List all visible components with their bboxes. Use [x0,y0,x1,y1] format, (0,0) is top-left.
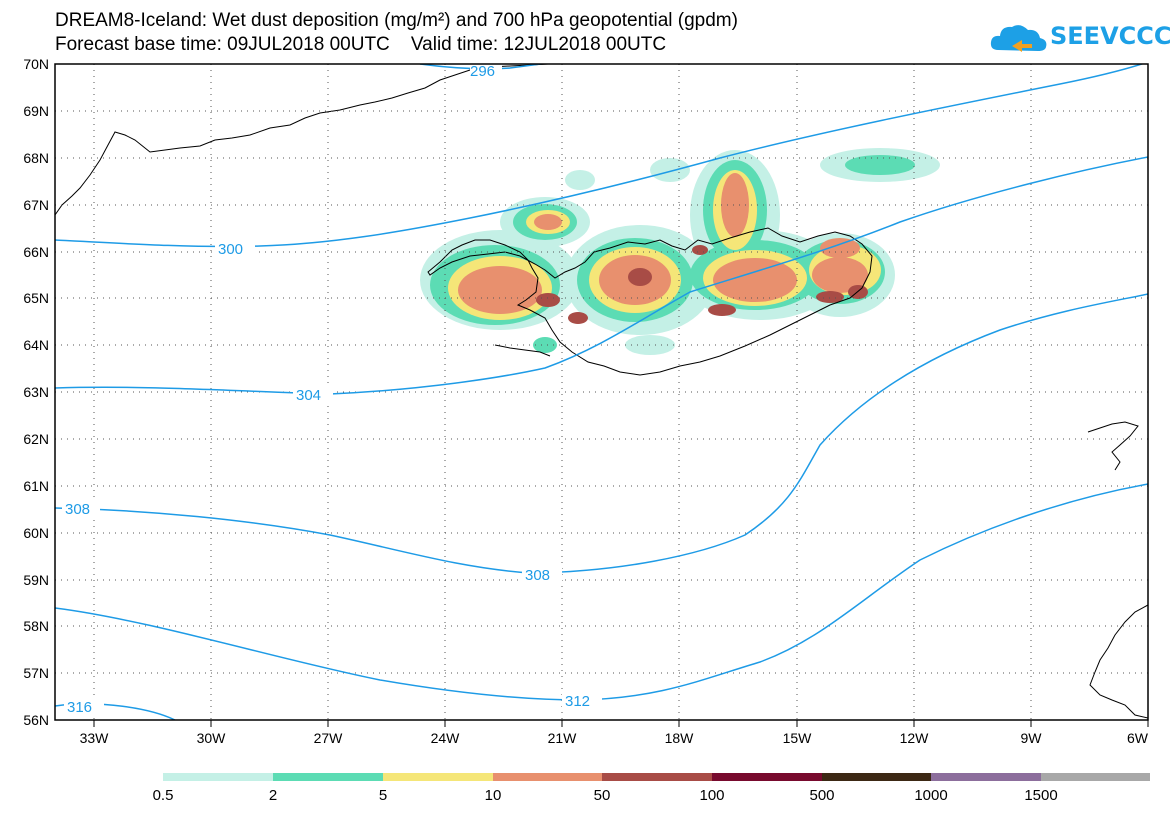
colorbar-swatch [493,773,602,781]
lon-label: 15W [783,730,813,746]
colorbar-swatch [1041,773,1150,781]
lon-label: 6W [1127,730,1149,746]
lat-label: 66N [23,244,49,260]
lat-label: 60N [23,525,49,541]
lon-label: 30W [197,730,227,746]
colorbar-label: 2 [269,787,277,804]
lat-labels: 70N 69N 68N 67N 66N 65N 64N 63N 62N 61N … [23,56,49,728]
colorbar-label: 10 [485,787,502,804]
lon-label: 21W [548,730,578,746]
lat-label: 56N [23,712,49,728]
lon-labels: 33W 30W 27W 24W 21W 18W 15W 12W 9W 6W [80,730,1149,746]
map-frame [54,63,1149,721]
cloud-arrow-icon [990,25,1047,52]
forecast-times: Forecast base time: 09JUL2018 00UTC Vali… [55,34,667,55]
lon-label: 18W [665,730,695,746]
contour-label-300: 300 [218,241,243,258]
lon-label: 33W [80,730,110,746]
colorbar-label: 1500 [1024,787,1057,804]
lat-label: 59N [23,572,49,588]
lat-label: 62N [23,431,49,447]
lat-label: 67N [23,197,49,213]
contour-label-316: 316 [67,699,92,716]
contour-label-312: 312 [565,693,590,710]
lat-label: 61N [23,478,49,494]
lon-label: 27W [314,730,344,746]
contour-label-304: 304 [296,387,321,404]
colorbar-label: 0.5 [153,787,174,804]
lon-label: 9W [1021,730,1043,746]
contour-label-308-south: 308 [525,567,550,584]
colorbar-swatch [931,773,1041,781]
colorbar-label: 100 [699,787,724,804]
colorbar-label: 500 [809,787,834,804]
lat-label: 57N [23,665,49,681]
colorbar-swatch [712,773,822,781]
lat-label: 68N [23,150,49,166]
chart-title: DREAM8-Iceland: Wet dust deposition (mg/… [55,10,738,31]
lat-label: 63N [23,384,49,400]
colorbar-swatch [273,773,383,781]
colorbar-swatch [822,773,931,781]
logo-text: SEEVCCC [1050,22,1172,50]
lat-label: 69N [23,103,49,119]
colorbar-label: 1000 [914,787,947,804]
contour-labels: 300 304 308 308 312 316 296 [62,63,602,716]
lon-label: 24W [431,730,461,746]
coastline [55,64,1148,719]
colorbar-label: 5 [379,787,387,804]
colorbar-swatch [602,773,712,781]
lon-label: 12W [900,730,930,746]
colorbar-swatch [383,773,493,781]
lat-lon-grid [55,64,1148,720]
contour-label-296: 296 [470,63,495,80]
colorbar-swatch [163,773,273,781]
lat-label: 58N [23,618,49,634]
lat-label: 70N [23,56,49,72]
lat-label: 64N [23,337,49,353]
contour-label-308-west: 308 [65,501,90,518]
geopotential-contours [55,64,1148,720]
lat-label: 65N [23,290,49,306]
colorbar: 0.5 2 5 10 50 100 500 1000 1500 [153,773,1150,804]
colorbar-label: 50 [594,787,611,804]
